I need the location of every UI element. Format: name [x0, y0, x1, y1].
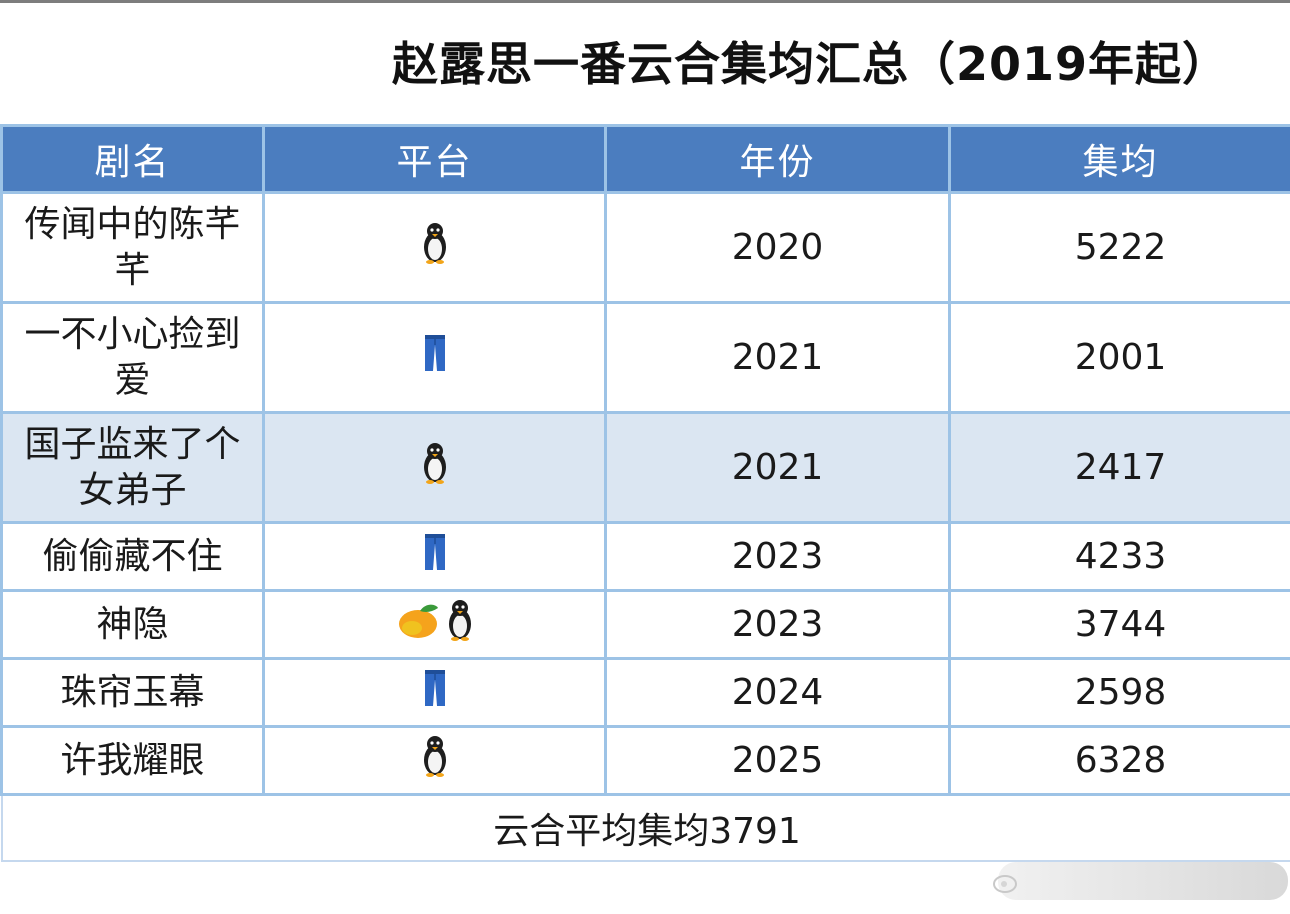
year-cell: 2023 [604, 589, 951, 660]
penguin-icon [421, 734, 449, 787]
table-row: 偷偷藏不住 2023 4233 [0, 521, 1290, 592]
jeans-icon [423, 333, 447, 382]
drama-name: 许我耀眼 [0, 725, 265, 796]
average-cell: 4233 [948, 521, 1290, 592]
weibo-logo-icon [993, 875, 1017, 893]
drama-name: 神隐 [0, 589, 265, 660]
drama-name: 国子监来了个女弟子 [0, 411, 265, 524]
drama-name: 偷偷藏不住 [0, 521, 265, 592]
penguin-icon [446, 598, 474, 651]
jeans-icon [423, 668, 447, 717]
platform-cell [262, 725, 607, 796]
table-row: 传闻中的陈芊芊 2020 5222 [0, 191, 1290, 304]
platform-cell [262, 657, 607, 728]
column-header-year: 年份 [604, 124, 951, 194]
platform-cell [262, 191, 607, 304]
average-cell: 3744 [948, 589, 1290, 660]
average-cell: 2001 [948, 301, 1290, 414]
platform-cell [262, 411, 607, 524]
drama-name: 一不小心捡到爱 [0, 301, 265, 414]
column-header-drama: 剧名 [0, 124, 265, 194]
penguin-icon [421, 441, 449, 494]
year-cell: 2024 [604, 657, 951, 728]
table-footer-row: 云合平均集均3791 [0, 793, 1290, 862]
drama-name: 传闻中的陈芊芊 [0, 191, 265, 304]
table-row: 一不小心捡到爱 2021 2001 [0, 301, 1290, 414]
drama-name: 珠帘玉幕 [0, 657, 265, 728]
average-cell: 5222 [948, 191, 1290, 304]
year-cell: 2023 [604, 521, 951, 592]
table-row: 神隐 2023 3744 [0, 589, 1290, 660]
year-cell: 2020 [604, 191, 951, 304]
year-cell: 2021 [604, 301, 951, 414]
column-header-average: 集均 [948, 124, 1290, 194]
platform-cell [262, 521, 607, 592]
column-header-platform: 平台 [262, 124, 607, 194]
penguin-icon [421, 221, 449, 274]
year-cell: 2025 [604, 725, 951, 796]
footer-summary: 云合平均集均3791 [0, 793, 1290, 862]
summary-table: 剧名 平台 年份 集均 传闻中的陈芊芊 2020 5222 一不小心捡到爱 20… [0, 124, 1290, 862]
jeans-icon [423, 532, 447, 581]
year-cell: 2021 [604, 411, 951, 524]
watermark [998, 862, 1288, 900]
page-title: 赵露思一番云合集均汇总（2019年起） [392, 37, 1230, 91]
average-cell: 2598 [948, 657, 1290, 728]
mango-icon [396, 600, 440, 649]
average-cell: 6328 [948, 725, 1290, 796]
table-header-row: 剧名 平台 年份 集均 [0, 124, 1290, 194]
top-rule [0, 0, 1290, 3]
platform-cell [262, 589, 607, 660]
platform-cell [262, 301, 607, 414]
table-row: 国子监来了个女弟子 2021 2417 [0, 411, 1290, 524]
table-row: 珠帘玉幕 2024 2598 [0, 657, 1290, 728]
table-row: 许我耀眼 2025 6328 [0, 725, 1290, 796]
average-cell: 2417 [948, 411, 1290, 524]
